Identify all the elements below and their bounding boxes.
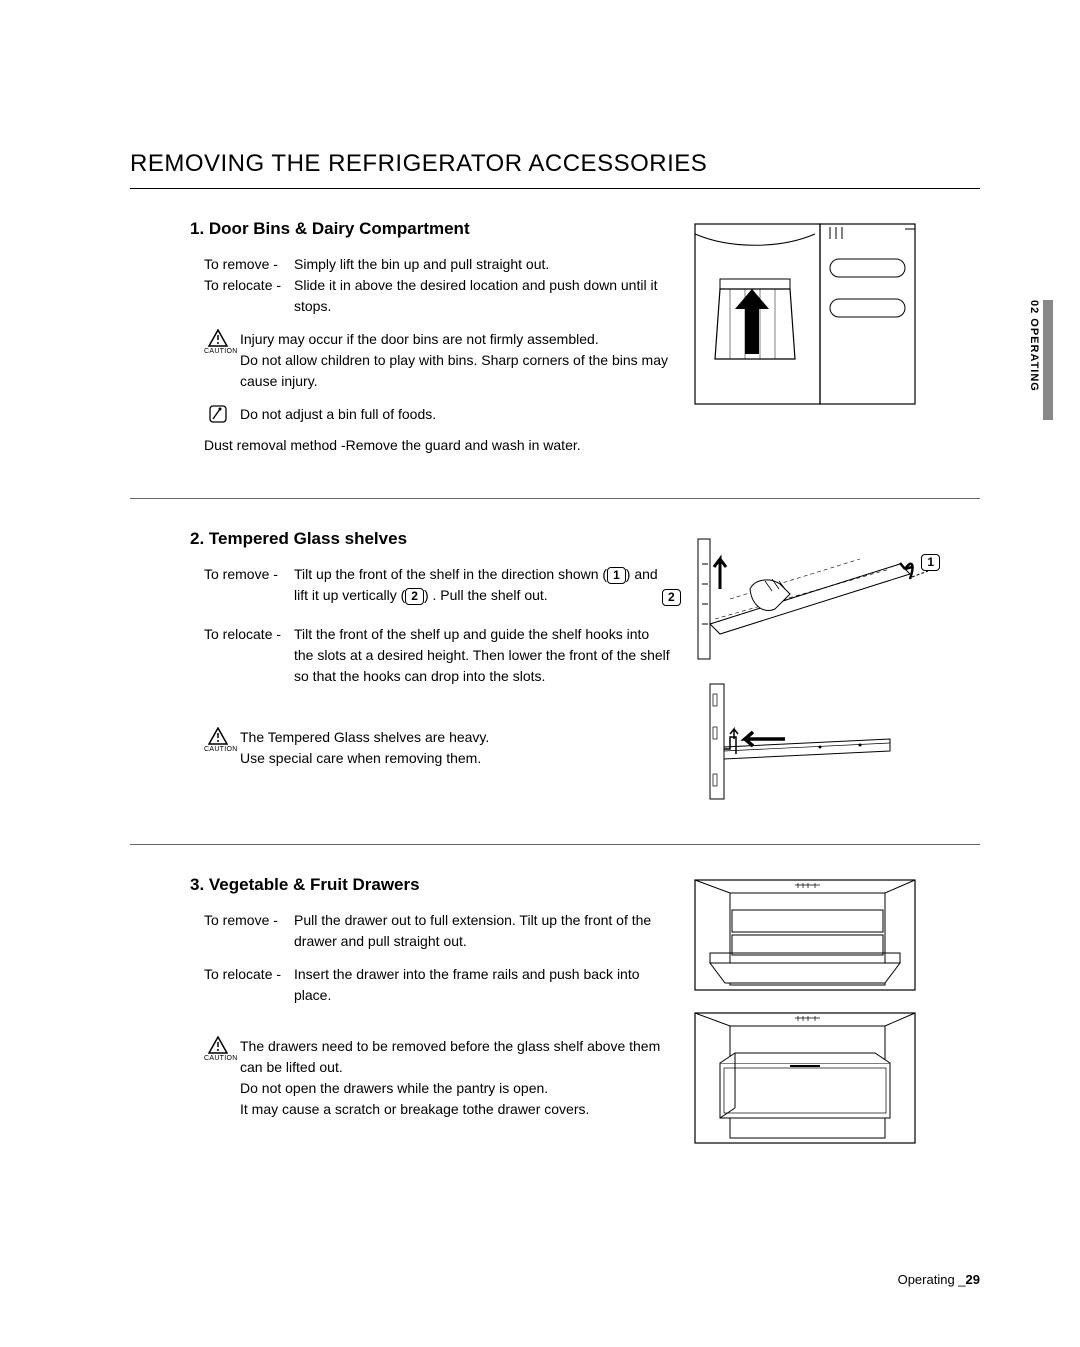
remove-text-3: Pull the drawer out to full extension. T…: [294, 910, 670, 952]
footer-section: Operating _: [898, 1272, 966, 1287]
remove-label-3: To remove -: [204, 910, 294, 952]
note-text: Do not adjust a bin full of foods.: [240, 404, 670, 425]
title-underline: [130, 188, 980, 189]
caution-text-1b: Do not allow children to play with bins.…: [240, 350, 670, 392]
footer-page-num: 29: [966, 1272, 980, 1287]
remove-text-2: Tilt up the front of the shelf in the di…: [294, 564, 670, 606]
caution-label: CAUTION: [204, 745, 232, 756]
page-footer: Operating _29: [898, 1272, 980, 1287]
fig-callout-1: 1: [921, 554, 940, 571]
fig-callout-2: 2: [662, 589, 681, 606]
relocate-text-2: Tilt the front of the shelf up and guide…: [294, 624, 670, 687]
caution2-a: The Tempered Glass shelves are heavy.: [240, 727, 670, 748]
caution-label: CAUTION: [204, 1054, 232, 1065]
note-icon: [204, 404, 232, 424]
caution-icon: CAUTION: [204, 727, 232, 756]
caution-icon: CAUTION: [204, 1036, 232, 1065]
caution-icon: CAUTION: [204, 329, 232, 358]
remove-text: Simply lift the bin up and pull straight…: [294, 254, 670, 275]
caution-text-1a: Injury may occur if the door bins are no…: [240, 329, 670, 350]
section-glass-shelves: 2. Tempered Glass shelves To remove - Ti…: [130, 529, 980, 845]
caution-label: CAUTION: [204, 347, 232, 358]
remove-label: To remove -: [204, 254, 294, 275]
figure-drawers: [690, 875, 920, 1153]
section3-heading: 3. Vegetable & Fruit Drawers: [190, 875, 670, 895]
relocate-label-2: To relocate -: [204, 624, 294, 687]
caution2-b: Use special care when removing them.: [240, 748, 670, 769]
side-tab-bar: [1043, 300, 1053, 420]
relocate-label: To relocate -: [204, 275, 294, 317]
section-veg-drawers: 3. Vegetable & Fruit Drawers To remove -…: [130, 875, 980, 1183]
caution3-b: Do not open the drawers while the pantry…: [240, 1078, 670, 1099]
figure-glass-shelves: 1 2: [690, 529, 920, 814]
ref-num-2: 2: [405, 588, 424, 605]
relocate-label-3: To relocate -: [204, 964, 294, 1006]
caution3-a: The drawers need to be removed before th…: [240, 1036, 670, 1078]
section2-heading: 2. Tempered Glass shelves: [190, 529, 670, 549]
relocate-text-3: Insert the drawer into the frame rails a…: [294, 964, 670, 1006]
page-title: REMOVING THE REFRIGERATOR ACCESSORIES: [130, 150, 980, 178]
section1-heading: 1. Door Bins & Dairy Compartment: [190, 219, 670, 239]
ref-num-1: 1: [607, 567, 626, 584]
caution3-c: It may cause a scratch or breakage tothe…: [240, 1099, 670, 1120]
section-door-bins: 1. Door Bins & Dairy Compartment To remo…: [130, 219, 980, 499]
relocate-text: Slide it in above the desired location a…: [294, 275, 670, 317]
figure-door-bin: [690, 219, 920, 414]
side-tab-label: 02 OPERATING: [1028, 300, 1040, 392]
dust-removal-text: Dust removal method -Remove the guard an…: [204, 435, 670, 456]
remove-label-2: To remove -: [204, 564, 294, 606]
